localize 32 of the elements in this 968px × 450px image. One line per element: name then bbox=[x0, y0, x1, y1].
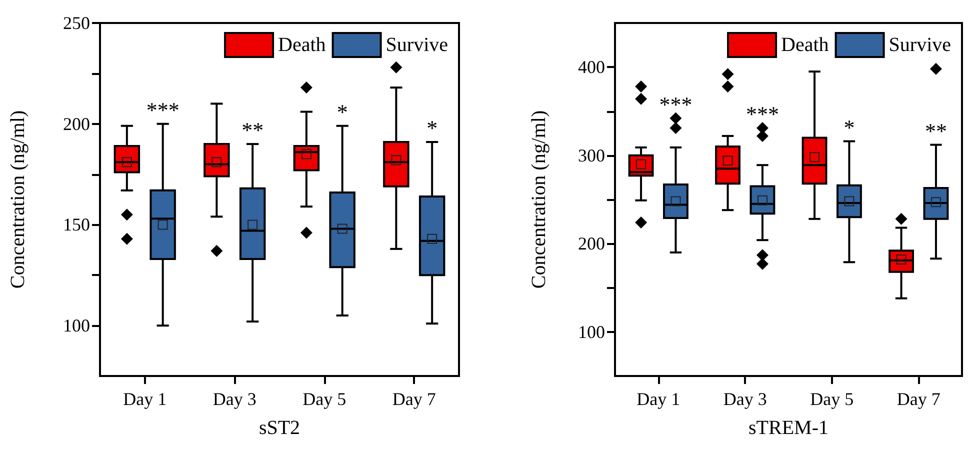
annotation: ** bbox=[242, 118, 264, 143]
annotation: * bbox=[426, 116, 438, 141]
legend-label: Death bbox=[781, 34, 829, 56]
x-tick-label: Day 1 bbox=[123, 389, 167, 409]
y-tick-label: 200 bbox=[63, 114, 90, 134]
y-tick-label: 150 bbox=[63, 214, 90, 235]
x-tick-label: Day 7 bbox=[392, 389, 436, 409]
x-tick-label: Day 5 bbox=[302, 389, 346, 409]
annotation: ** bbox=[924, 118, 947, 144]
annotation: *** bbox=[746, 102, 779, 127]
x-tick-label: Day 1 bbox=[636, 389, 680, 409]
x-tick-label: Day 3 bbox=[212, 389, 256, 409]
legend-label: Survive bbox=[888, 34, 952, 56]
x-axis-title: sTREM-1 bbox=[748, 417, 828, 439]
annotation: * bbox=[844, 114, 855, 140]
y-tick-label: 400 bbox=[578, 57, 605, 78]
y-axis-title: Concentration (ng/ml) bbox=[7, 110, 29, 289]
y-tick-label: 100 bbox=[63, 316, 90, 336]
y-axis-title: Concentration (ng/ml) bbox=[528, 110, 550, 289]
annotation: * bbox=[336, 99, 348, 124]
y-tick-label: 250 bbox=[63, 13, 90, 33]
y-tick-label: 300 bbox=[578, 145, 605, 166]
annotation: *** bbox=[659, 92, 692, 117]
x-tick-label: Day 5 bbox=[810, 389, 854, 409]
y-tick-label: 200 bbox=[578, 234, 605, 254]
x-tick-label: Day 7 bbox=[896, 389, 940, 409]
y-tick-label: 100 bbox=[578, 322, 605, 342]
x-tick-label: Day 3 bbox=[723, 389, 767, 409]
legend-label: Death bbox=[278, 34, 326, 56]
x-axis-title: sST2 bbox=[258, 417, 300, 439]
legend-label: Survive bbox=[386, 34, 448, 56]
annotation: *** bbox=[146, 97, 180, 122]
